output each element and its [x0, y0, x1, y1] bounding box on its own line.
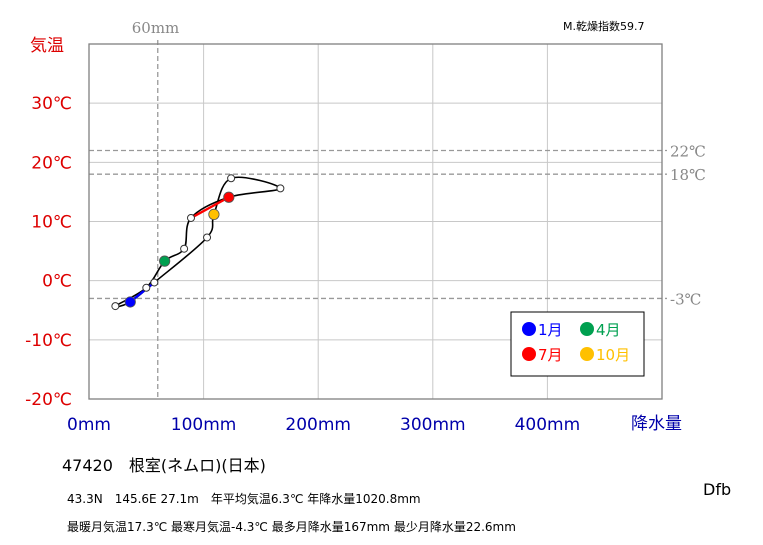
station-extremes-line: 最暖月気温17.3℃ 最寒月気温-4.3℃ 最多月降水量167mm 最少月降水量… [67, 520, 516, 534]
temp-reference-label: -3℃ [670, 290, 701, 308]
y-tick-label: 0℃ [42, 272, 72, 292]
y-axis-title: 気温 [30, 36, 64, 56]
x-tick-label: 400mm [515, 415, 581, 435]
climate-curve [114, 176, 282, 308]
month-segment [190, 196, 230, 220]
temp-reference-label: 22℃ [670, 143, 706, 161]
month-point [111, 302, 120, 311]
y-tick-label: -20℃ [25, 390, 72, 410]
legend-label: 10月 [596, 346, 630, 364]
legend-label: 4月 [596, 321, 621, 339]
month-point [142, 283, 151, 292]
month-point-highlight [124, 296, 136, 308]
month-point [203, 233, 212, 242]
station-location-line: 43.3N 145.6E 27.1m 年平均気温6.3℃ 年降水量1020.8m… [67, 492, 421, 506]
climate-class: Dfb [703, 480, 732, 499]
month-point-highlight [159, 255, 171, 267]
y-tick-label: 30℃ [31, 94, 72, 114]
temp-reference-label: 18℃ [670, 166, 706, 184]
dryness-index: M.乾燥指数59.7 [563, 20, 645, 33]
x-tick-label: 200mm [285, 415, 351, 435]
plot-frame [88, 43, 663, 400]
month-point-highlight [208, 208, 220, 220]
month-point [276, 184, 285, 193]
y-tick-label: -10℃ [25, 331, 72, 351]
x-tick-label: 300mm [400, 415, 466, 435]
legend-label: 7月 [538, 346, 563, 364]
x-axis-title: 降水量 [631, 414, 682, 434]
legend-marker [580, 347, 594, 361]
month-point-highlight [223, 191, 235, 203]
station-title: 47420 根室(ネムロ)(日本) [62, 456, 266, 475]
x-tick-label: 100mm [171, 415, 237, 435]
legend-label: 1月 [538, 321, 563, 339]
month-point [186, 213, 195, 222]
legend-marker [580, 322, 594, 336]
legend-box [510, 311, 645, 377]
month-point [227, 174, 236, 183]
y-tick-label: 10℃ [31, 213, 72, 233]
y-tick-label: 20℃ [31, 153, 72, 173]
month-point [180, 244, 189, 253]
legend-marker [522, 322, 536, 336]
x-tick-label: 0mm [67, 415, 111, 435]
precip-reference-label: 60mm [132, 19, 180, 37]
legend-marker [522, 347, 536, 361]
month-point [150, 278, 159, 287]
